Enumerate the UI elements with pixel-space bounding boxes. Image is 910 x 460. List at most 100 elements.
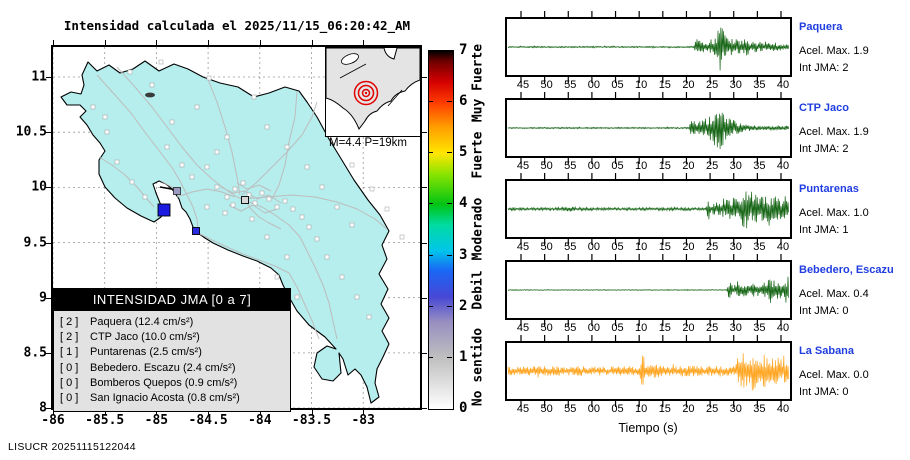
- time-tick-label: 45: [516, 241, 530, 253]
- time-tick-label: 45: [516, 322, 530, 334]
- map-longitude-tick-label: -85.5: [85, 413, 125, 428]
- time-tick-label: 40: [776, 403, 790, 415]
- time-ticks: [520, 254, 782, 260]
- colorbar-tick: [428, 203, 433, 205]
- time-tick-label: 00: [587, 160, 601, 172]
- map-tick: [46, 408, 51, 410]
- legend-item: [ 1 ] Puntarenas (2.5 cm/s²): [60, 346, 202, 359]
- time-tick-label: 55: [564, 322, 577, 334]
- colorbar-tick: [428, 356, 433, 358]
- time-tick-label: 45: [516, 160, 530, 172]
- map-tick: [46, 352, 51, 354]
- time-tick-label: 00: [587, 241, 601, 253]
- colorbar-tick-label: 2: [459, 297, 468, 314]
- map-tick: [46, 297, 51, 299]
- waveform-trace: [507, 353, 790, 391]
- time-ticks: [520, 158, 782, 164]
- station-markers-nodata: [90, 59, 405, 320]
- time-ticks: [520, 239, 782, 245]
- intensity-colorbar: [428, 50, 454, 410]
- time-tick-label: 40: [776, 241, 790, 253]
- colorbar-tick: [428, 305, 433, 307]
- time-tick-label: 50: [540, 160, 553, 172]
- time-tick-label: 55: [564, 403, 577, 415]
- legend-item: [ 2 ] Paquera (12.4 cm/s²): [60, 316, 194, 328]
- time-ticks: [520, 401, 782, 407]
- station-intensity: Int JMA: 2: [799, 62, 849, 74]
- map-tick: [46, 132, 51, 134]
- waveform-trace: [507, 112, 790, 150]
- map-tick: [422, 408, 427, 410]
- inset-border-nicaragua: [339, 63, 367, 79]
- time-tick-label: 30: [729, 79, 742, 91]
- time-tick-label: 10: [635, 403, 648, 415]
- time-tick-label: 50: [540, 79, 553, 91]
- map-tick: [46, 77, 51, 78]
- colorbar-category-label: Moderado: [470, 197, 486, 261]
- legend-item: [ 0 ] San Ignacio Acosta (0.8 cm/s²): [60, 392, 240, 405]
- station-name: CTP Jaco: [799, 102, 849, 114]
- time-tick-label: 25: [705, 322, 719, 334]
- time-tick-label: 05: [611, 79, 624, 91]
- map-tick: [53, 410, 54, 415]
- time-tick-label: 40: [776, 160, 790, 172]
- map-tick: [422, 132, 427, 134]
- colorbar-tick-label: 4: [459, 195, 468, 212]
- page-title: Intensidad calculada el 2025/11/15_06:20…: [63, 18, 411, 33]
- map-longitude-tick-label: -83: [351, 413, 375, 428]
- time-tick-label: 10: [635, 79, 648, 91]
- map-tick: [422, 242, 427, 244]
- map-latitude-tick-label: 10: [31, 179, 47, 195]
- station-markers-intensity: [157, 187, 249, 235]
- time-tick-label: 25: [705, 160, 719, 172]
- colorbar-tick-label: 0: [459, 400, 468, 416]
- time-tick-label: 25: [705, 241, 719, 253]
- legend-item: [ 0 ] Bebedero. Escazu (2.4 cm/s²): [60, 361, 236, 374]
- inset-lake-nicaragua: [341, 53, 359, 65]
- time-tick-label: 50: [540, 403, 553, 415]
- time-tick-label: 40: [776, 79, 790, 91]
- time-tick-label: 20: [682, 79, 695, 91]
- colorbar-tick: [447, 101, 452, 103]
- station-acceleration: Acel. Max. 0.0: [799, 369, 869, 381]
- time-tick-label: 10: [635, 322, 648, 334]
- seismogram-panel-paquera: Paquera Acel. Max. 1.9 Int JMA: 2 45 50 55…: [505, 11, 869, 91]
- time-tick-label: 00: [587, 79, 601, 91]
- map-tick: [46, 242, 51, 244]
- time-tick-label: 30: [729, 403, 742, 415]
- map-tick: [208, 410, 210, 415]
- time-ticks: [520, 11, 782, 17]
- footer-id-text: LISUCR 20251115122044: [8, 441, 136, 453]
- map-latitude-tick-label: 9.5: [23, 235, 47, 250]
- station-intensity: Int JMA: 0: [799, 305, 849, 317]
- time-ticks: [520, 320, 782, 326]
- seismogram-panel-ctp-jaco: CTP Jaco Acel. Max. 1.9 Int JMA: 2 45 50 5…: [505, 92, 869, 172]
- time-tick-label: 35: [753, 160, 766, 172]
- colorbar-tick: [447, 152, 452, 154]
- map-tick: [156, 40, 158, 45]
- station-intensity: Int JMA: 0: [799, 386, 849, 398]
- time-tick-label: 45: [516, 403, 530, 415]
- map-tick: [208, 40, 210, 45]
- time-tick-label: 25: [705, 79, 719, 91]
- time-tick-label: 35: [753, 403, 766, 415]
- map-latitude-tick-label: 8: [39, 400, 47, 416]
- map-tick: [422, 352, 427, 354]
- intensity-legend-box: INTENSIDAD JMA [0 a 7] [ 2 ] Paquera (12.…: [53, 288, 291, 413]
- time-tick-label: 30: [729, 241, 742, 253]
- time-tick-label: 20: [682, 160, 695, 172]
- map-tick: [363, 410, 365, 415]
- time-tick-label: 15: [658, 79, 671, 91]
- waveform-trace: [507, 276, 790, 303]
- colorbar-tick: [447, 305, 452, 307]
- magnitude-depth-label: M=4.4 P=19km: [329, 137, 407, 149]
- map-tick: [156, 410, 158, 415]
- map-latitude-tick-label: 10.5: [15, 124, 47, 140]
- station-acceleration: Acel. Max. 1.0: [799, 207, 869, 219]
- station-acceleration: Acel. Max. 0.4: [799, 288, 869, 300]
- map-latitude-tick-label: 11: [31, 69, 47, 85]
- legend-body: [ 2 ] Paquera (12.4 cm/s²) [ 2 ] CTP Jaco …: [54, 311, 290, 411]
- map-longitude-tick-label: -86: [41, 413, 65, 428]
- station-intensity: Int JMA: 1: [799, 224, 849, 236]
